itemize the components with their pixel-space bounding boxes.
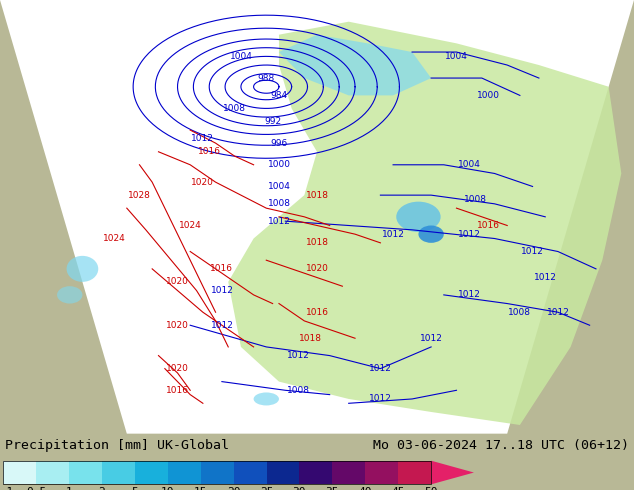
Text: 1004: 1004 — [458, 160, 481, 169]
Text: 1016: 1016 — [210, 265, 233, 273]
Text: 1012: 1012 — [420, 334, 443, 343]
Text: 25: 25 — [260, 487, 273, 490]
Text: 1012: 1012 — [369, 364, 392, 373]
Ellipse shape — [67, 256, 98, 282]
Bar — [299, 461, 332, 484]
Bar — [168, 461, 201, 484]
Text: 1012: 1012 — [458, 291, 481, 299]
Text: 1024: 1024 — [179, 221, 202, 230]
Text: 1012: 1012 — [191, 134, 214, 143]
Bar — [365, 461, 398, 484]
Text: 5: 5 — [131, 487, 138, 490]
Text: 1000: 1000 — [268, 160, 290, 169]
Text: 15: 15 — [194, 487, 207, 490]
Text: 30: 30 — [293, 487, 306, 490]
Text: 40: 40 — [359, 487, 372, 490]
Bar — [3, 461, 431, 484]
Text: 1020: 1020 — [166, 277, 189, 286]
Text: 1018: 1018 — [306, 191, 328, 199]
Text: 1008: 1008 — [508, 308, 531, 317]
Text: 1008: 1008 — [287, 386, 309, 395]
Text: 1012: 1012 — [268, 217, 290, 226]
Text: 1004: 1004 — [230, 52, 252, 61]
Bar — [332, 461, 365, 484]
Polygon shape — [431, 461, 474, 484]
Text: 0.1: 0.1 — [0, 487, 13, 490]
Text: 1020: 1020 — [166, 321, 189, 330]
Text: 45: 45 — [391, 487, 405, 490]
Text: 1028: 1028 — [128, 191, 151, 199]
Text: 984: 984 — [270, 91, 288, 100]
Text: 35: 35 — [326, 487, 339, 490]
Text: 2: 2 — [98, 487, 105, 490]
Text: 1012: 1012 — [458, 230, 481, 239]
Text: 1012: 1012 — [534, 273, 557, 282]
Text: 1012: 1012 — [547, 308, 569, 317]
Text: 1020: 1020 — [166, 364, 189, 373]
Text: Precipitation [mm] UK-Global: Precipitation [mm] UK-Global — [5, 439, 229, 452]
Text: 1016: 1016 — [198, 147, 221, 156]
Text: 50: 50 — [424, 487, 438, 490]
Text: 1012: 1012 — [210, 286, 233, 295]
Polygon shape — [228, 22, 621, 425]
Text: 1008: 1008 — [268, 199, 290, 208]
Text: 1004: 1004 — [445, 52, 468, 61]
Text: 1: 1 — [66, 487, 72, 490]
Text: 988: 988 — [257, 74, 275, 82]
Bar — [69, 461, 102, 484]
Text: 996: 996 — [270, 139, 288, 147]
Text: 20: 20 — [227, 487, 240, 490]
Bar — [3, 461, 36, 484]
Text: 1012: 1012 — [287, 351, 309, 360]
Polygon shape — [0, 0, 634, 434]
Text: 1008: 1008 — [464, 195, 487, 204]
Text: 0.5: 0.5 — [26, 487, 46, 490]
Text: 1024: 1024 — [103, 234, 126, 243]
Text: 1012: 1012 — [521, 247, 544, 256]
Text: 1020: 1020 — [191, 178, 214, 187]
Bar — [266, 461, 299, 484]
Bar — [135, 461, 168, 484]
Polygon shape — [279, 35, 431, 96]
Text: 992: 992 — [264, 117, 281, 126]
Bar — [36, 461, 69, 484]
Bar — [102, 461, 135, 484]
Text: 1004: 1004 — [268, 182, 290, 191]
Text: 1018: 1018 — [306, 238, 328, 247]
Text: 1008: 1008 — [223, 104, 246, 113]
Text: 1012: 1012 — [382, 230, 404, 239]
Text: 1016: 1016 — [306, 308, 328, 317]
Text: 1018: 1018 — [299, 334, 322, 343]
Ellipse shape — [57, 286, 82, 304]
Text: 1012: 1012 — [210, 321, 233, 330]
Bar — [398, 461, 431, 484]
Ellipse shape — [418, 225, 444, 243]
Text: 1016: 1016 — [166, 386, 189, 395]
Text: Mo 03-06-2024 17..18 UTC (06+12): Mo 03-06-2024 17..18 UTC (06+12) — [373, 439, 629, 452]
Bar — [201, 461, 233, 484]
Text: 10: 10 — [161, 487, 174, 490]
Text: 1020: 1020 — [306, 265, 328, 273]
Text: 1000: 1000 — [477, 91, 500, 100]
Text: 1012: 1012 — [369, 394, 392, 403]
Ellipse shape — [396, 202, 441, 232]
Ellipse shape — [254, 392, 279, 405]
Bar — [233, 461, 266, 484]
Text: 1016: 1016 — [477, 221, 500, 230]
